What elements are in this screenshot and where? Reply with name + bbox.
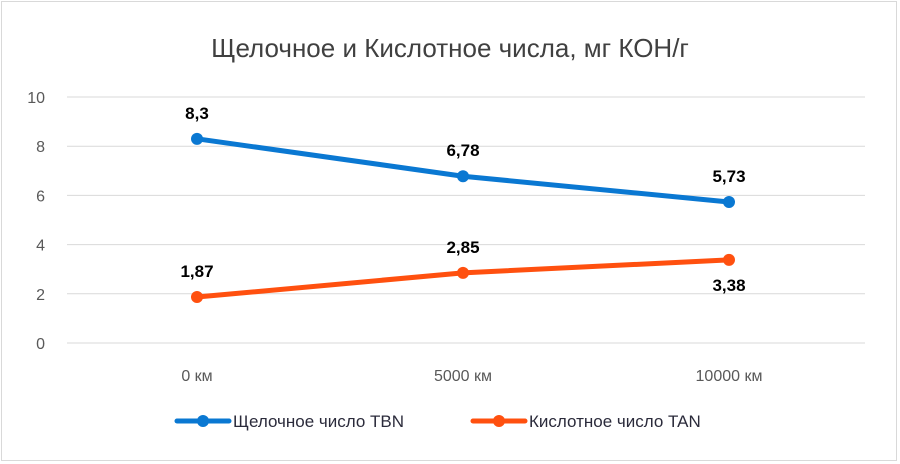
legend-label: Щелочное число TBN xyxy=(233,412,404,431)
chart-title: Щелочное и Кислотное числа, мг КОН/г xyxy=(211,33,689,63)
data-point xyxy=(191,290,203,303)
data-point xyxy=(457,266,469,279)
y-tick-label: 10 xyxy=(27,90,45,107)
data-point xyxy=(191,132,203,145)
data-label: 5,73 xyxy=(712,167,745,186)
data-point xyxy=(457,170,469,183)
data-label: 3,38 xyxy=(712,276,745,295)
legend-marker xyxy=(197,415,209,427)
x-tick-label: 0 км xyxy=(181,368,212,385)
data-label: 1,87 xyxy=(180,262,213,281)
legend-label: Кислотное число TAN xyxy=(529,412,701,431)
x-tick-label: 10000 км xyxy=(696,368,763,385)
data-label: 2,85 xyxy=(446,238,479,257)
legend-marker xyxy=(493,415,505,427)
y-tick-label: 2 xyxy=(36,287,45,304)
y-tick-label: 6 xyxy=(36,188,45,205)
x-tick-label: 5000 км xyxy=(434,368,492,385)
data-label: 8,3 xyxy=(185,104,209,123)
data-point xyxy=(723,196,735,209)
y-tick-label: 8 xyxy=(36,139,45,156)
data-label: 6,78 xyxy=(446,141,479,160)
y-tick-label: 4 xyxy=(36,238,45,255)
y-tick-label: 0 xyxy=(36,336,45,353)
data-point xyxy=(723,253,735,266)
